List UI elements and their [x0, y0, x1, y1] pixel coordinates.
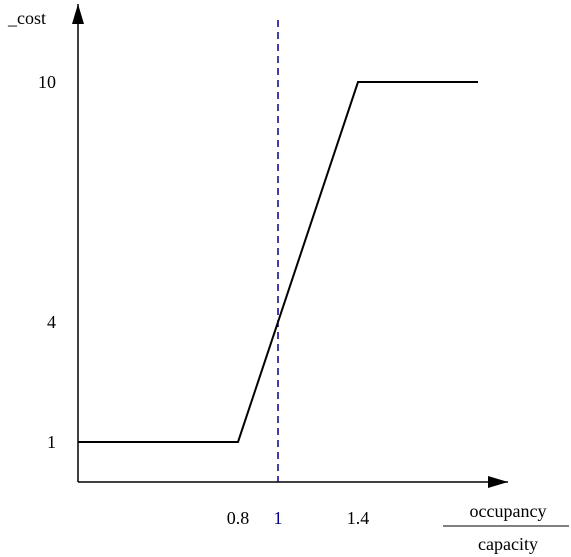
x-tick-label: 0.8: [227, 508, 250, 528]
y-axis-label: _cost: [7, 8, 46, 28]
y-tick-label: 1: [47, 432, 56, 452]
x-tick-label: 1.4: [347, 508, 370, 528]
y-tick-label: 10: [38, 72, 56, 92]
reference-line-label: 1: [274, 508, 283, 528]
x-axis-label-numerator: occupancy: [470, 501, 547, 521]
x-axis-label-denominator: capacity: [478, 534, 538, 554]
cost-curve: [78, 81, 478, 443]
y-tick-label: 4: [47, 312, 56, 332]
